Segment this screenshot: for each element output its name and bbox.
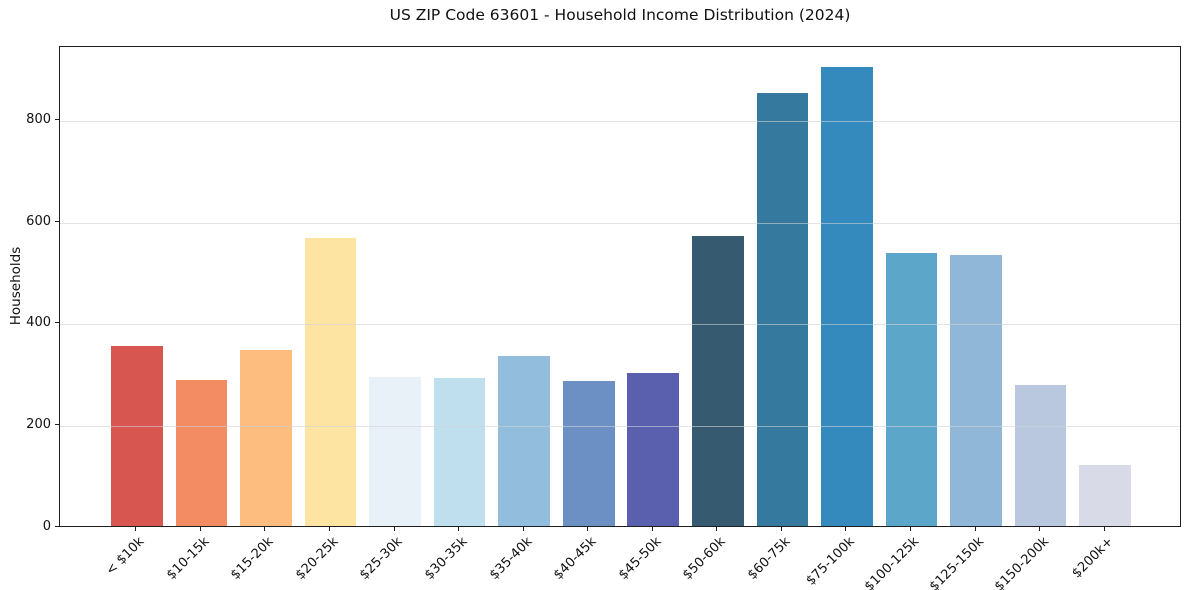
gridline-200 <box>60 426 1180 428</box>
x-tick-mark-25-30k <box>393 527 395 531</box>
plot-area <box>59 46 1181 527</box>
y-tick-mark-800 <box>55 118 59 120</box>
bar-30-35k <box>433 377 486 526</box>
bar-40-45k <box>562 380 615 526</box>
x-tick-label-20-25k: $20-25k <box>292 534 342 583</box>
x-tick-label-10k: < $10k <box>103 534 148 579</box>
x-tick-mark-10k <box>135 527 137 531</box>
x-tick-label-75-100k: $75-100k <box>803 534 858 589</box>
y-tick-mark-200 <box>55 424 59 426</box>
gridline-600 <box>60 222 1180 224</box>
x-tick-label-125-150k: $125-150k <box>926 534 987 590</box>
bar-100-125k <box>885 252 938 526</box>
bar-10k <box>111 345 163 526</box>
x-tick-label-30-35k: $30-35k <box>422 534 471 583</box>
y-axis-label: Households <box>8 246 24 326</box>
x-tick-mark-40-45k <box>587 527 589 531</box>
x-tick-mark-30-35k <box>458 527 460 531</box>
y-tick-mark-0 <box>55 526 59 527</box>
y-tick-mark-400 <box>55 322 59 324</box>
bar-45-50k <box>627 373 680 526</box>
x-tick-mark-45-50k <box>651 527 653 531</box>
bar-25-30k <box>369 377 421 526</box>
x-tick-mark-20-25k <box>328 527 330 531</box>
y-tick-label-200: 200 <box>26 417 51 433</box>
x-tick-mark-200k <box>1103 527 1105 531</box>
x-tick-mark-75-100k <box>845 527 847 531</box>
bar-20-25k <box>304 238 357 526</box>
bar-35-40k <box>498 356 550 526</box>
x-tick-mark-50-60k <box>716 527 718 531</box>
x-tick-label-25-30k: $25-30k <box>357 534 406 583</box>
bar-10-15k <box>175 380 228 526</box>
y-tick-label-0: 0 <box>42 519 51 534</box>
x-tick-label-200k: $200k+ <box>1069 534 1117 582</box>
x-tick-mark-10-15k <box>199 527 201 531</box>
x-tick-mark-60-75k <box>780 527 782 531</box>
gridline-400 <box>60 324 1180 326</box>
x-tick-label-60-75k: $60-75k <box>744 534 794 583</box>
bar-150-200k <box>1014 384 1067 526</box>
x-tick-label-100-125k: $100-125k <box>862 534 923 590</box>
bar-125-150k <box>950 254 1002 526</box>
x-tick-label-35-40k: $35-40k <box>486 534 536 583</box>
x-tick-label-10-15k: $10-15k <box>163 534 213 583</box>
x-tick-mark-125-150k <box>974 527 976 531</box>
x-tick-label-15-20k: $15-20k <box>228 534 277 583</box>
x-tick-label-150-200k: $150-200k <box>991 534 1052 590</box>
bar-50-60k <box>692 235 744 526</box>
x-tick-label-40-45k: $40-45k <box>551 534 600 583</box>
x-tick-label-50-60k: $50-60k <box>680 534 729 583</box>
x-tick-mark-150-200k <box>1039 527 1041 531</box>
bar-15-20k <box>240 350 292 526</box>
y-tick-label-400: 400 <box>26 315 51 331</box>
bar-75-100k <box>821 67 873 526</box>
x-tick-label-45-50k: $45-50k <box>615 534 665 583</box>
x-tick-mark-100-125k <box>910 527 911 531</box>
bar-200k <box>1079 464 1131 526</box>
y-tick-mark-600 <box>55 220 59 222</box>
x-tick-mark-15-20k <box>264 527 266 531</box>
x-tick-mark-35-40k <box>522 527 524 531</box>
bar-60-75k <box>756 93 809 526</box>
y-tick-label-800: 800 <box>26 111 51 127</box>
gridline-800 <box>60 120 1180 122</box>
chart-title: US ZIP Code 63601 - Household Income Dis… <box>389 6 851 24</box>
y-tick-label-600: 600 <box>26 213 51 229</box>
